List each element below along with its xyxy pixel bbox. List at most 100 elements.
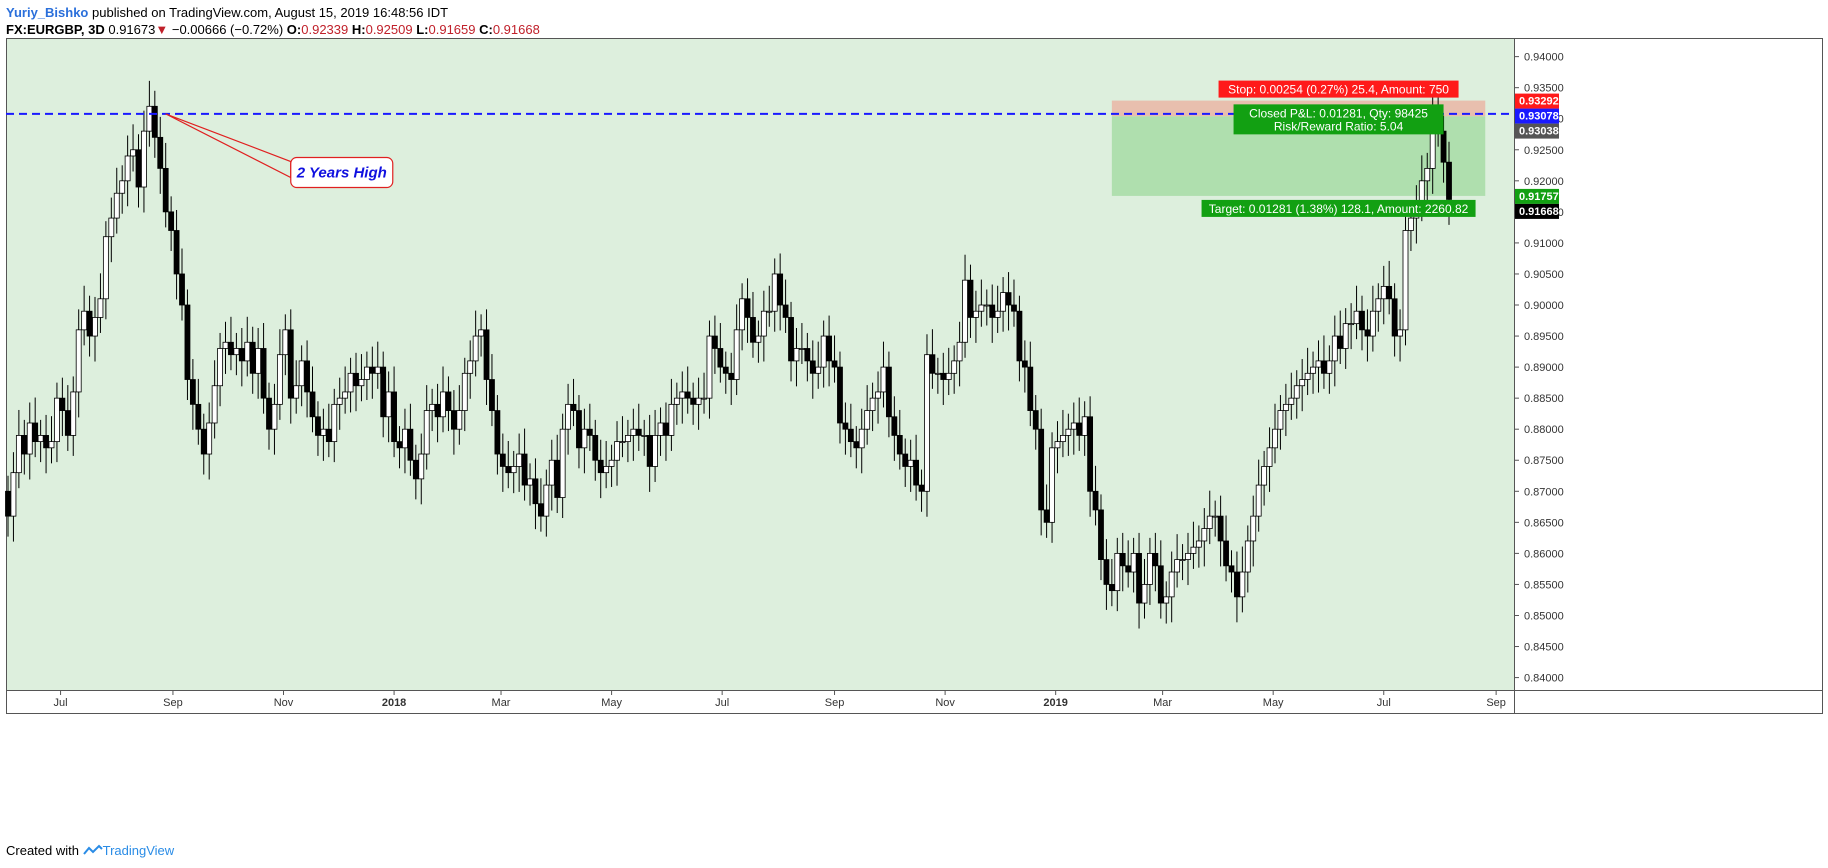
candle-body (527, 478, 533, 486)
candle-body (1163, 596, 1170, 604)
candle-body (619, 441, 626, 444)
x-tick-label: Mar (1153, 697, 1172, 709)
candle-body (565, 403, 571, 430)
candle-body (815, 366, 822, 374)
price-label-bg (1515, 93, 1559, 109)
candle-body (864, 410, 871, 430)
candle-body (951, 360, 958, 374)
candle-body (255, 348, 262, 374)
candle-body (537, 503, 544, 517)
candle-body (782, 304, 789, 318)
candle-body (728, 372, 735, 380)
candle-body (102, 236, 109, 300)
candle-body (1185, 552, 1191, 561)
candle-body (151, 105, 158, 138)
candle-body (385, 391, 392, 418)
candle-body (913, 459, 920, 486)
candle-body (440, 391, 446, 418)
candle-body (880, 366, 887, 393)
candle-body (788, 317, 794, 362)
candle-body (1408, 217, 1414, 231)
y-tick-label: 0.92500 (1524, 145, 1564, 157)
candle-body (54, 397, 60, 443)
y-tick-label: 0.91000 (1524, 238, 1564, 250)
candle-body (461, 372, 468, 411)
candle-body (75, 329, 82, 393)
candle-body (1119, 552, 1126, 567)
candle-body (1212, 515, 1219, 518)
candle-body (744, 298, 751, 318)
published-text: published on TradingView.com, August 15,… (92, 5, 449, 20)
author-link[interactable]: Yuriy_Bishko (6, 5, 89, 20)
candle-body (1321, 360, 1327, 374)
candle-body (1136, 552, 1142, 604)
candle-body (287, 329, 294, 399)
candle-body (48, 441, 55, 449)
y-tick-label: 0.92000 (1524, 176, 1564, 188)
candle-body (168, 211, 175, 231)
candle-body (369, 366, 376, 374)
candle-body (668, 403, 675, 436)
candle-body (304, 360, 310, 393)
candle-body (1021, 360, 1028, 368)
candle-body (320, 428, 327, 436)
x-tick-label: 2018 (382, 697, 406, 709)
candle-body (211, 385, 218, 424)
tradingview-brand[interactable]: TradingView (102, 843, 175, 858)
y-tick-label: 0.86500 (1524, 517, 1564, 529)
close-label: C: (479, 22, 493, 37)
candle-body (853, 441, 860, 449)
candle-body (1174, 559, 1181, 573)
candle-body (543, 484, 550, 517)
candle-body (608, 459, 615, 467)
price-label-bg (1515, 123, 1559, 139)
candle-body (1081, 416, 1088, 436)
candle-body (450, 410, 457, 430)
x-tick-label: 2019 (1043, 697, 1067, 709)
candle-body (1000, 292, 1007, 312)
candle-body (325, 428, 332, 443)
candle-body (21, 435, 28, 455)
candle-body (635, 428, 642, 436)
y-tick-label: 0.90000 (1524, 300, 1564, 312)
candle-body (886, 366, 892, 418)
candle-body (86, 310, 93, 337)
candle-body (1223, 540, 1229, 567)
down-arrow-icon: ▼ (155, 22, 169, 37)
candle-body (336, 397, 343, 405)
candle-body (249, 341, 256, 374)
open-value: 0.92339 (301, 22, 349, 37)
candle-body (592, 435, 599, 461)
candle-body (983, 304, 990, 307)
chart-frame (6, 38, 1823, 714)
candle-body (363, 366, 370, 380)
candle-body (973, 310, 979, 318)
candle-body (374, 366, 381, 374)
candle-body (1310, 366, 1316, 374)
candle-body (978, 304, 985, 312)
candle-body (1027, 366, 1034, 411)
candle-body (70, 391, 77, 436)
candle-body (1255, 484, 1262, 517)
x-tick-label: Nov (274, 697, 294, 709)
candle-body (135, 149, 142, 188)
candle-body (238, 348, 245, 362)
x-tick-label: Nov (935, 697, 955, 709)
candle-body (630, 428, 637, 436)
candle-body (510, 466, 517, 474)
y-tick-label: 0.85000 (1524, 610, 1564, 622)
price-label: 0.91757 (1519, 191, 1559, 203)
candle-body (1038, 428, 1045, 511)
price-label: 0.91668 (1519, 206, 1559, 218)
candle-body (766, 310, 773, 313)
candle-body (222, 341, 229, 349)
candle-body (179, 273, 185, 306)
candle-body (690, 397, 697, 405)
candle-body (206, 422, 213, 455)
candle-body (842, 422, 849, 430)
candle-body (124, 155, 131, 182)
candle-body (1060, 435, 1066, 443)
candle-body (32, 422, 39, 443)
y-tick-label: 0.86000 (1524, 548, 1564, 560)
